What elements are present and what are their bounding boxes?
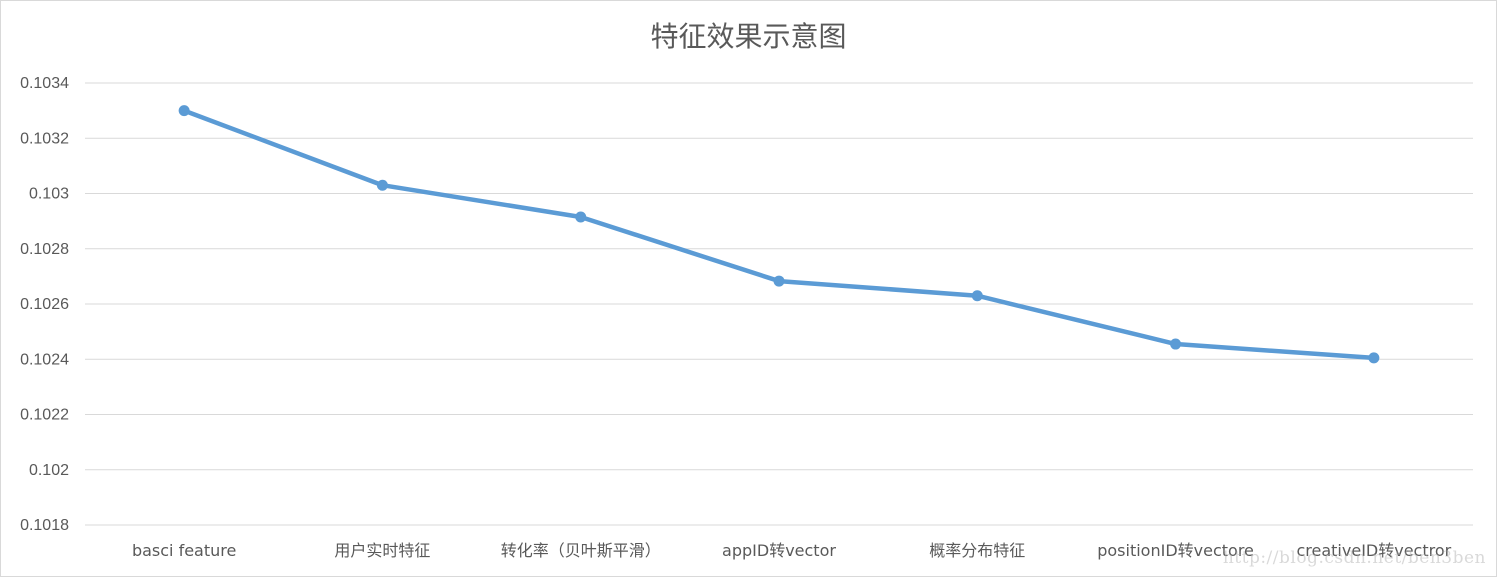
- y-tick-label: 0.1018: [20, 517, 69, 534]
- y-tick-label: 0.103: [29, 186, 69, 203]
- gridlines: [85, 82, 1473, 526]
- y-tick-label: 0.1022: [20, 407, 69, 424]
- x-category-label: 概率分布特征: [929, 541, 1025, 560]
- y-tick-label: 0.1034: [20, 75, 69, 92]
- y-tick-label: 0.1032: [20, 130, 69, 147]
- data-point-marker: [773, 275, 785, 287]
- x-category-label: 转化率（贝叶斯平滑）: [501, 541, 661, 560]
- y-axis-tick-labels: 0.1018 0.102 0.1022 0.1024 0.1026 0.1028 0.103…: [20, 75, 69, 534]
- x-axis-category-labels: basci feature 用户实时特征 转化率（贝叶斯平滑） appID转vecto…: [132, 541, 1452, 560]
- data-point-marker: [575, 211, 587, 223]
- data-point-marker: [1368, 352, 1380, 364]
- data-point-marker: [1170, 338, 1182, 350]
- y-tick-label: 0.1024: [20, 351, 69, 368]
- data-point-marker: [971, 290, 983, 302]
- series-line: [181, 108, 1377, 361]
- chart-title: 特征效果示意图: [650, 20, 847, 53]
- data-point-marker: [376, 179, 388, 191]
- x-category-label: basci feature: [132, 541, 236, 560]
- x-category-label: creativeID转vectror: [1296, 541, 1451, 560]
- series-layer: [178, 105, 1380, 364]
- y-tick-label: 0.1028: [20, 241, 69, 258]
- y-tick-label: 0.102: [29, 462, 69, 479]
- x-category-label: 用户实时特征: [334, 541, 430, 560]
- y-tick-label: 0.1026: [20, 296, 69, 313]
- x-category-label: positionID转vectore: [1097, 541, 1254, 560]
- data-point-marker: [178, 105, 190, 117]
- x-category-label: appID转vector: [722, 541, 836, 560]
